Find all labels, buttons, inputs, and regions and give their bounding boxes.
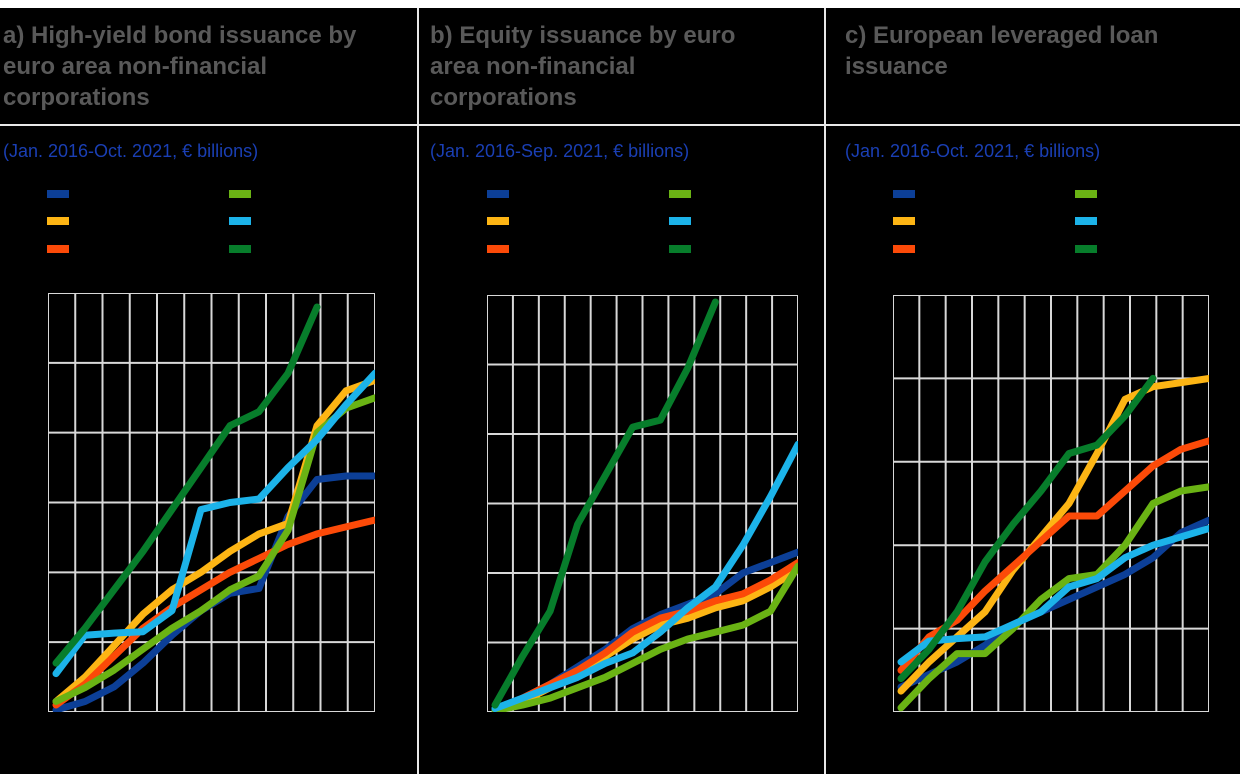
legend-swatch-2018 xyxy=(47,245,69,253)
legend-label-2021: 2021 xyxy=(1109,241,1143,258)
panel-title: a) High-yield bond issuance by euro area… xyxy=(3,22,357,111)
legend-swatch-2016 xyxy=(47,190,69,198)
series-line-2021 xyxy=(52,303,321,667)
top-rule xyxy=(0,0,1240,8)
legend-label-2021: 2021 xyxy=(263,241,297,258)
panel-title: b) Equity issuance by euro area non-fina… xyxy=(430,22,736,111)
series-line-2020 xyxy=(491,440,798,712)
legend-label-2016: 2016 xyxy=(927,186,961,203)
legend-swatch-2018 xyxy=(893,245,915,253)
legend-swatch-2020 xyxy=(669,217,691,225)
legend-label-2019: 2019 xyxy=(703,186,737,203)
header-rule xyxy=(0,124,1240,126)
legend-swatch-2016 xyxy=(893,190,915,198)
panel-subtitle: (Jan. 2016-Oct. 2021, € billions) xyxy=(3,141,259,161)
legend-label-2020: 2020 xyxy=(263,213,297,230)
panel-divider-ab xyxy=(417,8,419,774)
legend-swatch-2021 xyxy=(669,245,691,253)
line-chart-leveraged-loans xyxy=(893,295,1209,712)
series-line-2019 xyxy=(491,562,798,712)
legend-swatch-2021 xyxy=(1075,245,1097,253)
legend-swatch-2018 xyxy=(487,245,509,253)
legend-label-2018: 2018 xyxy=(927,241,961,258)
panel-divider-bc xyxy=(824,8,826,774)
series-line-2021 xyxy=(897,374,1157,683)
legend-swatch-2017 xyxy=(893,217,915,225)
legend-label-2019: 2019 xyxy=(1109,186,1143,203)
legend-label-2017: 2017 xyxy=(927,213,961,230)
panel-title: c) European leveraged loan issuance xyxy=(845,22,1159,80)
chart-svg xyxy=(487,295,798,712)
chart-svg xyxy=(893,295,1209,712)
line-chart-equity-issuance xyxy=(487,295,798,712)
legend-swatch-2020 xyxy=(229,217,251,225)
series-line-2020 xyxy=(52,369,375,678)
legend-label-2020: 2020 xyxy=(703,213,737,230)
chart-svg xyxy=(48,293,375,712)
series-line-2021 xyxy=(491,298,719,709)
legend-swatch-2019 xyxy=(669,190,691,198)
panel-subtitle: (Jan. 2016-Sep. 2021, € billions) xyxy=(430,141,690,161)
legend-swatch-2020 xyxy=(1075,217,1097,225)
legend-swatch-2021 xyxy=(229,245,251,253)
legend-label-2021: 2021 xyxy=(703,241,737,258)
legend-swatch-2019 xyxy=(1075,190,1097,198)
series-line-2016 xyxy=(897,516,1209,691)
series-line-2017 xyxy=(897,374,1209,695)
legend-swatch-2016 xyxy=(487,190,509,198)
chart-grid xyxy=(48,293,375,712)
legend-label-2016: 2016 xyxy=(521,186,555,203)
legend-label-2020: 2020 xyxy=(1109,213,1143,230)
series-line-2019 xyxy=(897,483,1209,712)
legend-label-2018: 2018 xyxy=(81,241,115,258)
legend-swatch-2019 xyxy=(229,190,251,198)
legend-label-2019: 2019 xyxy=(263,186,297,203)
line-chart-high-yield-bonds xyxy=(48,293,375,712)
series-line-2018 xyxy=(52,516,375,709)
legend-swatch-2017 xyxy=(47,217,69,225)
series-line-2017 xyxy=(52,376,375,705)
panel-subtitle: (Jan. 2016-Oct. 2021, € billions) xyxy=(845,141,1101,161)
series-line-2020 xyxy=(897,525,1209,666)
legend-label-2017: 2017 xyxy=(521,213,555,230)
legend-swatch-2017 xyxy=(487,217,509,225)
legend-label-2017: 2017 xyxy=(81,213,115,230)
legend-label-2018: 2018 xyxy=(521,241,555,258)
legend-label-2016: 2016 xyxy=(81,186,115,203)
